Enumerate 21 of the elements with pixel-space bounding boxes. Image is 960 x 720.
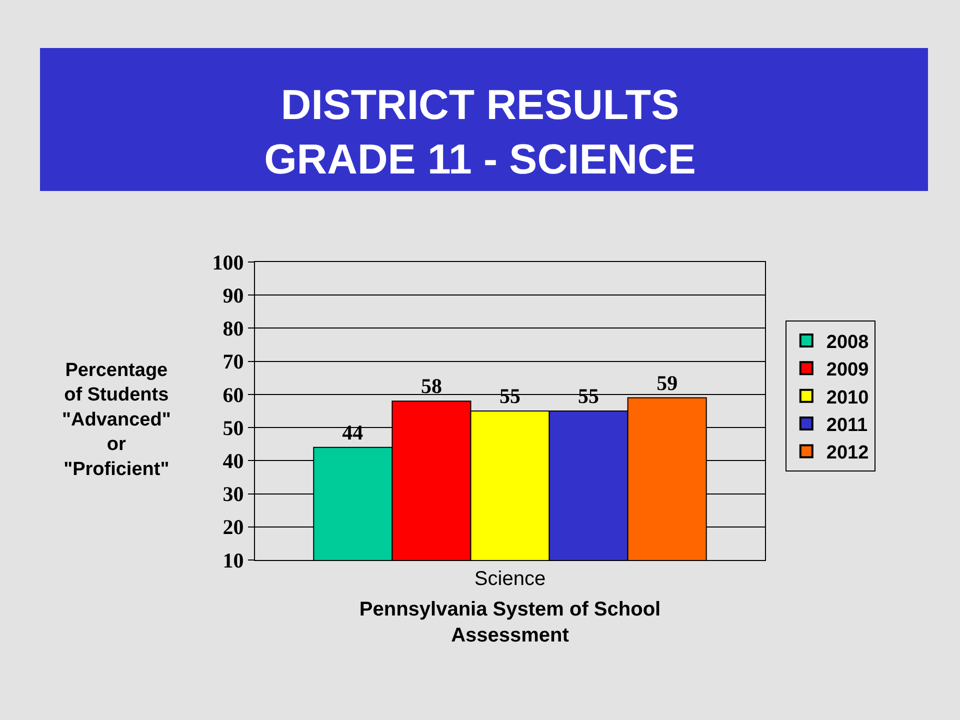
- legend-label: 2011: [826, 414, 868, 436]
- x-tick-label: Science: [474, 568, 546, 590]
- legend-label: 2012: [826, 442, 869, 464]
- x-axis-title: Pennsylvania System of School Assessment: [359, 598, 661, 646]
- legend-label: 2009: [826, 360, 869, 381]
- y-tick-label: 10: [222, 548, 244, 572]
- y-tick-label: 30: [222, 482, 244, 506]
- y-axis-title: Percentage of Students "Advanced" or "Proficient": [62, 360, 171, 480]
- data-label: 58: [420, 374, 442, 398]
- y-tick-label: 60: [222, 382, 244, 407]
- y-tick-label: 100: [212, 250, 244, 274]
- y-tick-label: 70: [222, 350, 244, 374]
- data-label: 59: [656, 370, 678, 395]
- legend-label: 2008: [826, 332, 869, 353]
- legend-label: 2010: [826, 387, 869, 408]
- y-tick-label: 90: [222, 283, 244, 308]
- y-tick-label: 80: [222, 316, 244, 341]
- y-tick-label: 20: [222, 515, 244, 540]
- y-tick-label: 40: [222, 449, 244, 474]
- y-tick-label: 50: [222, 416, 244, 440]
- chart-title: DISTRICT RESULTS GRADE 11 - SCIENCE: [264, 80, 696, 182]
